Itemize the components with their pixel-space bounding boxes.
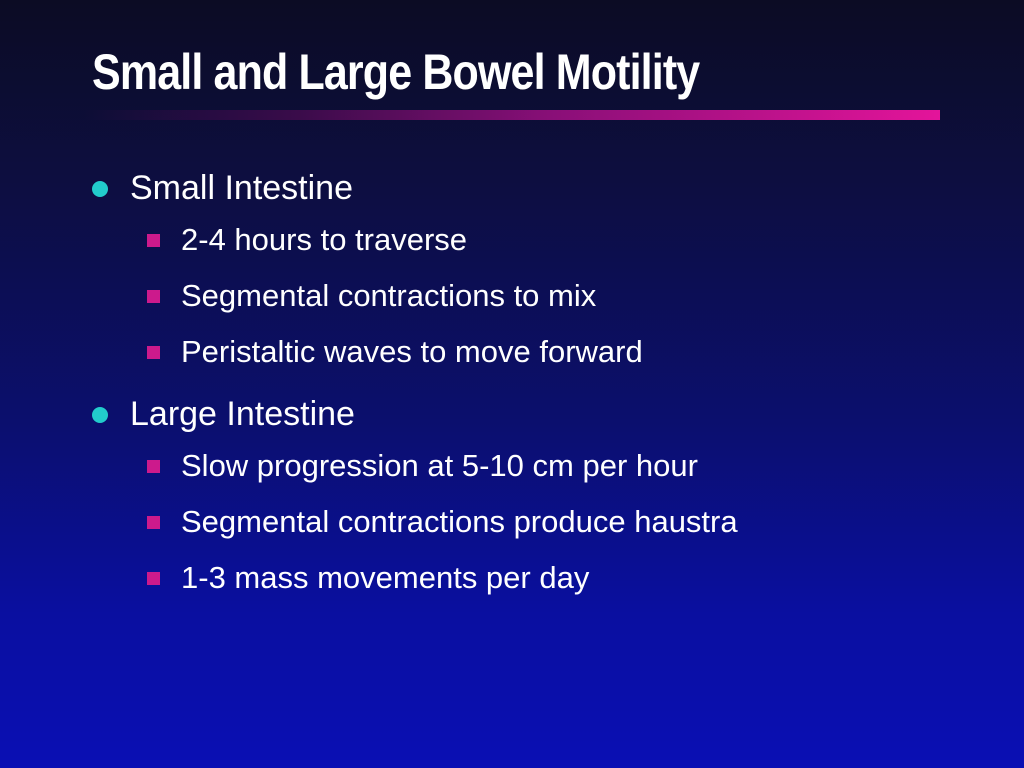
sub-bullet-list: 2-4 hours to traverse Segmental contract… [130, 212, 990, 380]
section-heading: Small Intestine [130, 169, 353, 207]
square-bullet-icon [147, 290, 160, 303]
square-bullet-icon [147, 572, 160, 585]
bullet-list: Small Intestine 2-4 hours to traverse Se… [90, 164, 990, 616]
circle-bullet-icon [92, 407, 108, 423]
list-item: Peristaltic waves to move forward [130, 324, 990, 380]
list-item: Segmental contractions produce haustra [130, 494, 990, 550]
list-item-text: 2-4 hours to traverse [181, 222, 468, 257]
square-bullet-icon [147, 516, 160, 529]
slide-title: Small and Large Bowel Motility [92, 44, 700, 100]
list-item-text: Slow progression at 5-10 cm per hour [181, 448, 698, 483]
list-item-text: 1-3 mass movements per day [181, 560, 590, 595]
sub-bullet-list: Slow progression at 5-10 cm per hour Seg… [130, 438, 990, 606]
circle-bullet-icon [92, 181, 108, 197]
square-bullet-icon [147, 346, 160, 359]
square-bullet-icon [147, 460, 160, 473]
list-item: Slow progression at 5-10 cm per hour [130, 438, 990, 494]
list-item-text: Peristaltic waves to move forward [181, 334, 643, 369]
list-item-text: Segmental contractions to mix [181, 278, 597, 313]
list-item: 1-3 mass movements per day [130, 550, 990, 606]
section-heading: Large Intestine [130, 395, 355, 433]
title-underline [84, 110, 940, 120]
list-item-text: Segmental contractions produce haustra [181, 504, 738, 539]
section-small-intestine: Small Intestine 2-4 hours to traverse Se… [90, 164, 990, 380]
square-bullet-icon [147, 234, 160, 247]
list-item: Segmental contractions to mix [130, 268, 990, 324]
section-large-intestine: Large Intestine Slow progression at 5-10… [90, 390, 990, 606]
list-item: 2-4 hours to traverse [130, 212, 990, 268]
